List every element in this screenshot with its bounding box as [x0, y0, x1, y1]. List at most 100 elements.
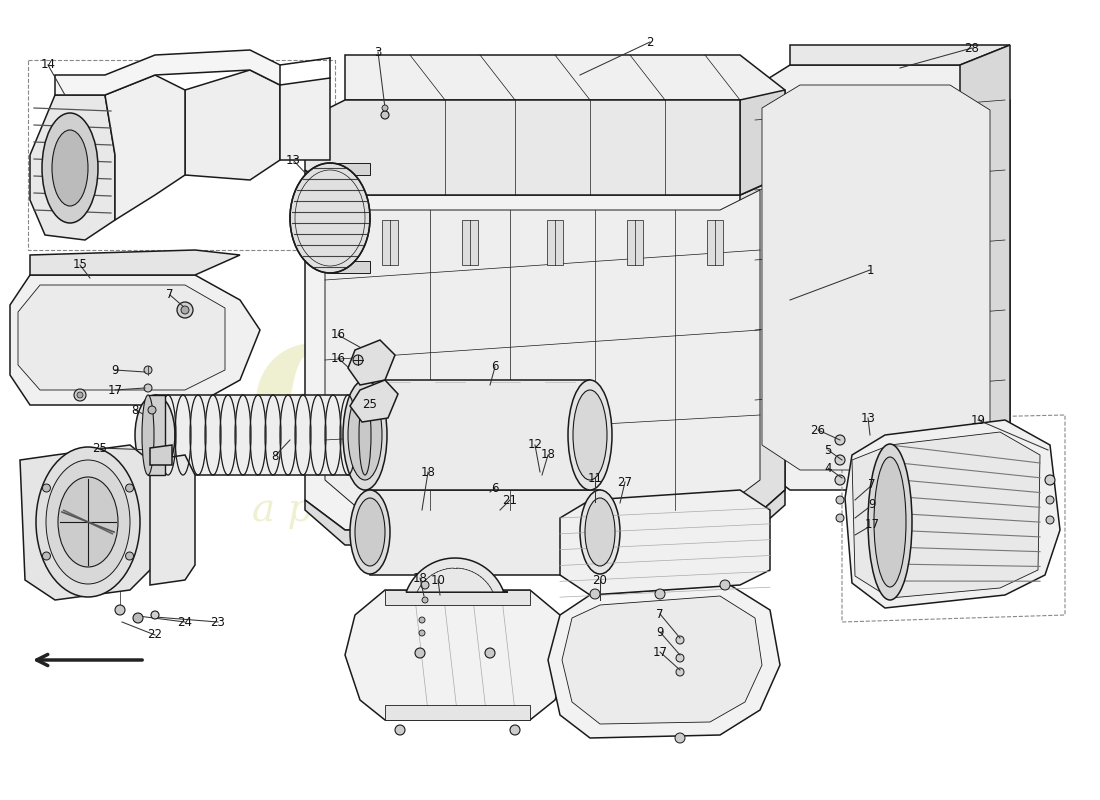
- Circle shape: [836, 496, 844, 504]
- Polygon shape: [740, 175, 785, 530]
- Ellipse shape: [36, 447, 140, 597]
- Polygon shape: [324, 190, 760, 510]
- Text: 16: 16: [330, 351, 345, 365]
- Circle shape: [1045, 475, 1055, 485]
- Polygon shape: [406, 558, 508, 592]
- Text: 23: 23: [210, 615, 225, 629]
- Ellipse shape: [290, 163, 370, 273]
- Polygon shape: [20, 445, 155, 600]
- Text: 8: 8: [272, 450, 278, 462]
- Circle shape: [116, 605, 125, 615]
- Text: 17: 17: [108, 383, 122, 397]
- Circle shape: [676, 668, 684, 676]
- Text: 26: 26: [811, 423, 825, 437]
- Polygon shape: [370, 490, 600, 575]
- Text: 8: 8: [131, 403, 139, 417]
- Ellipse shape: [350, 490, 390, 574]
- Polygon shape: [280, 78, 330, 160]
- Circle shape: [177, 302, 192, 318]
- Circle shape: [835, 435, 845, 445]
- Text: 25: 25: [363, 398, 377, 411]
- Text: 6: 6: [492, 361, 498, 374]
- Text: 15: 15: [73, 258, 87, 271]
- Text: 5: 5: [824, 443, 832, 457]
- Circle shape: [675, 733, 685, 743]
- Ellipse shape: [142, 395, 154, 475]
- Text: 6: 6: [492, 482, 498, 494]
- Text: 2: 2: [647, 35, 653, 49]
- Circle shape: [133, 613, 143, 623]
- Circle shape: [415, 648, 425, 658]
- Circle shape: [654, 589, 666, 599]
- Text: 17: 17: [652, 646, 668, 658]
- Circle shape: [43, 484, 51, 492]
- Text: a passion for reference: a passion for reference: [252, 491, 708, 529]
- Polygon shape: [960, 45, 1010, 490]
- Text: 12: 12: [528, 438, 542, 451]
- Polygon shape: [185, 70, 280, 180]
- Polygon shape: [330, 261, 370, 273]
- Polygon shape: [547, 220, 563, 265]
- Circle shape: [676, 654, 684, 662]
- Circle shape: [422, 597, 428, 603]
- Polygon shape: [790, 45, 1010, 65]
- Ellipse shape: [46, 460, 130, 584]
- Text: 9: 9: [868, 498, 876, 511]
- Circle shape: [182, 306, 189, 314]
- Text: 9: 9: [657, 626, 663, 638]
- Text: 18: 18: [540, 449, 556, 462]
- Circle shape: [676, 636, 684, 644]
- Circle shape: [835, 455, 845, 465]
- Polygon shape: [305, 100, 785, 195]
- Text: euro: euro: [250, 302, 711, 478]
- Polygon shape: [10, 275, 260, 405]
- Polygon shape: [385, 590, 530, 605]
- Circle shape: [125, 552, 133, 560]
- Circle shape: [1046, 516, 1054, 524]
- Text: 18: 18: [420, 466, 436, 478]
- Polygon shape: [852, 432, 1040, 598]
- Polygon shape: [365, 380, 590, 490]
- Circle shape: [125, 484, 133, 492]
- Ellipse shape: [568, 380, 612, 490]
- Polygon shape: [104, 75, 185, 220]
- Text: 7: 7: [657, 607, 663, 621]
- Ellipse shape: [135, 395, 175, 475]
- Text: 20: 20: [593, 574, 607, 586]
- Text: 28: 28: [965, 42, 979, 54]
- Polygon shape: [560, 490, 770, 595]
- Text: 4: 4: [824, 462, 832, 474]
- Polygon shape: [740, 90, 785, 195]
- Circle shape: [485, 648, 495, 658]
- Ellipse shape: [58, 477, 118, 567]
- Ellipse shape: [345, 395, 385, 475]
- Circle shape: [151, 611, 160, 619]
- Text: 13: 13: [860, 411, 876, 425]
- Text: 7: 7: [868, 478, 876, 491]
- Polygon shape: [30, 95, 116, 240]
- Ellipse shape: [573, 390, 607, 480]
- Polygon shape: [345, 55, 785, 105]
- Ellipse shape: [359, 395, 371, 475]
- Circle shape: [421, 581, 429, 589]
- Polygon shape: [750, 65, 1010, 490]
- Ellipse shape: [874, 457, 906, 587]
- Polygon shape: [345, 590, 570, 720]
- Text: 18: 18: [412, 571, 428, 585]
- Polygon shape: [562, 596, 762, 724]
- Ellipse shape: [585, 498, 615, 566]
- Ellipse shape: [42, 113, 98, 223]
- Text: 9: 9: [111, 363, 119, 377]
- Ellipse shape: [580, 490, 620, 574]
- Ellipse shape: [343, 380, 387, 490]
- Polygon shape: [348, 340, 395, 385]
- Polygon shape: [385, 705, 530, 720]
- Circle shape: [77, 392, 82, 398]
- Text: 11: 11: [587, 471, 603, 485]
- Polygon shape: [30, 250, 240, 275]
- Circle shape: [590, 589, 600, 599]
- Text: 7: 7: [166, 289, 174, 302]
- Polygon shape: [627, 220, 644, 265]
- Polygon shape: [150, 445, 172, 465]
- Polygon shape: [18, 285, 226, 390]
